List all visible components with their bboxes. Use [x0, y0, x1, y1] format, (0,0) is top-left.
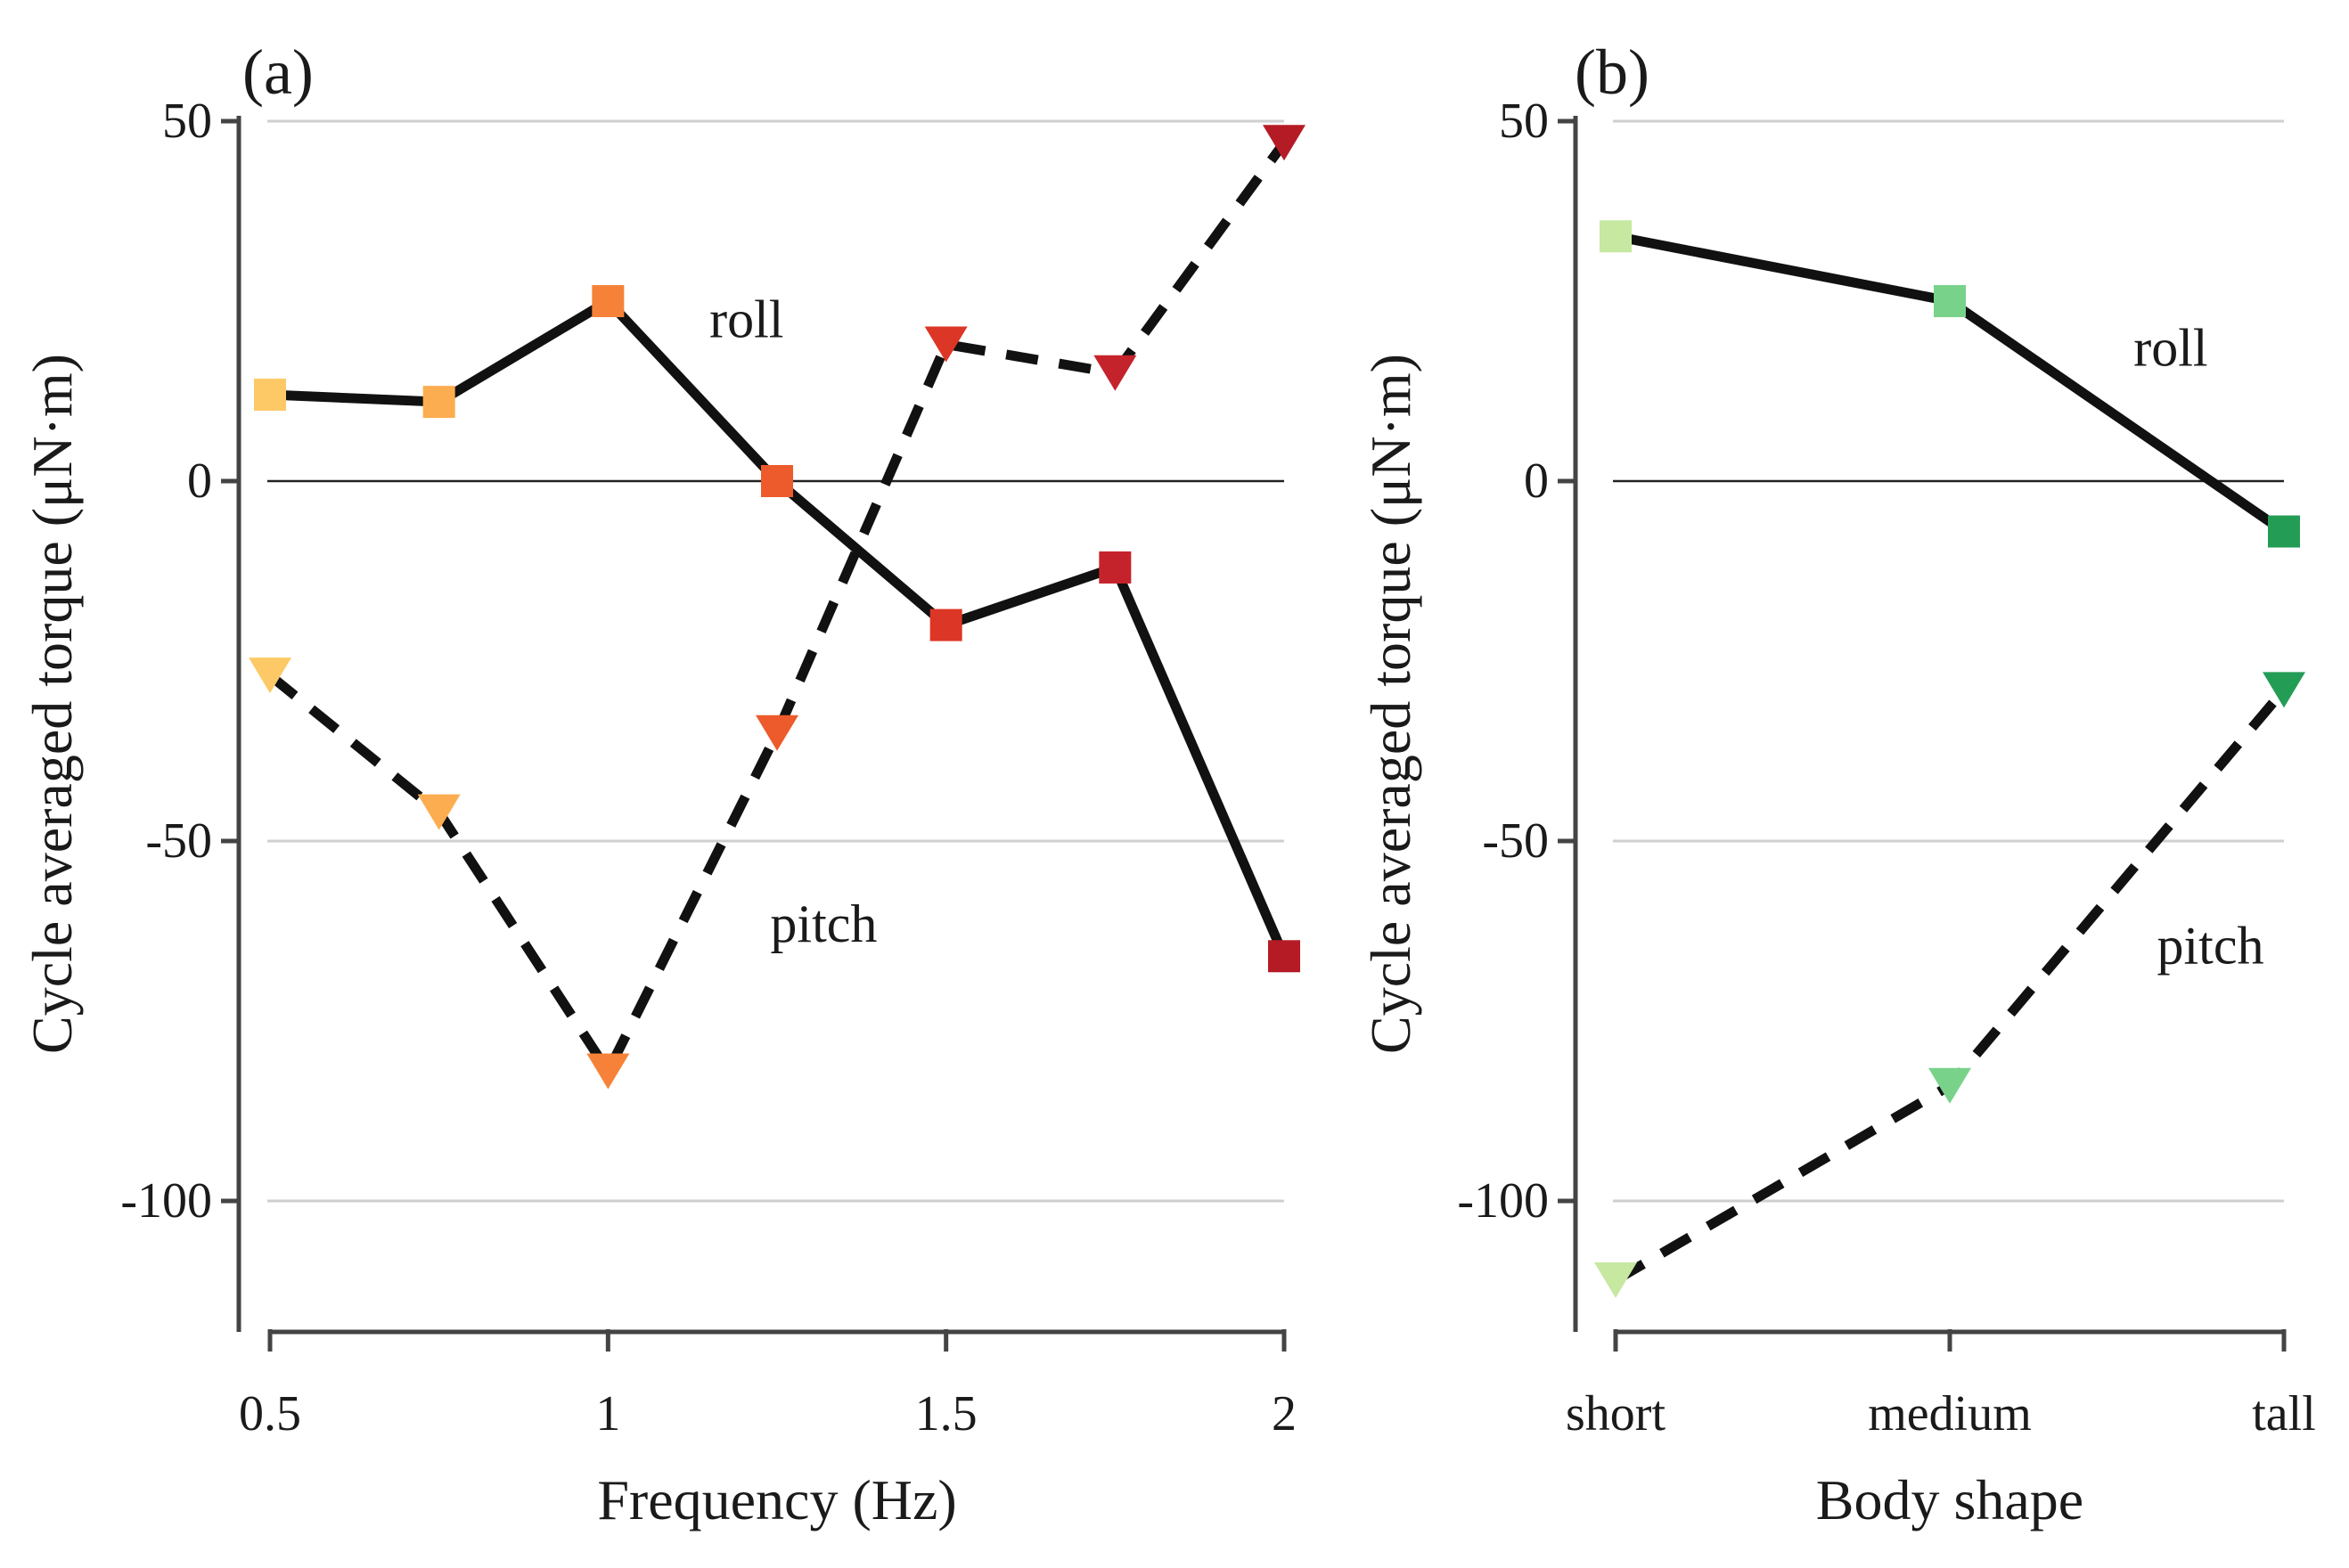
x-tick-label: medium	[1868, 1386, 2032, 1441]
marker-roll-3	[761, 465, 793, 497]
x-tick-label: 0.5	[239, 1386, 301, 1441]
marker-roll-0	[1600, 220, 1632, 253]
y-tick-label: 50	[162, 94, 212, 149]
x-tick-label: 2	[1272, 1386, 1297, 1441]
marker-roll-4	[929, 608, 962, 641]
marker-roll-5	[1099, 551, 1132, 584]
panel-b: 50 0 -50 -100 short medium tall Body shape Cycle…	[1359, 37, 2316, 1531]
panel-a: 50 0 -50 -100 0.5 1 1.5 2 Frequency (Hz) Cycle av…	[20, 37, 1305, 1531]
y-tick-label: 0	[1524, 453, 1549, 509]
marker-pitch-0	[249, 657, 291, 694]
marker-roll-0	[254, 379, 286, 412]
y-axis-label: Cycle averaged torque (μN·m)	[20, 354, 84, 1054]
marker-pitch-1	[1928, 1067, 1971, 1104]
series-line-roll	[269, 295, 1289, 959]
marker-pitch-2	[2263, 672, 2305, 708]
y-axis-label: Cycle averaged torque (μN·m)	[1359, 354, 1422, 1054]
annotation-pitch: pitch	[2157, 916, 2264, 975]
y-tick-label: -100	[120, 1173, 212, 1229]
marker-roll-6	[1268, 940, 1300, 973]
annotation-roll: roll	[2133, 319, 2207, 378]
x-tick-label: tall	[2252, 1386, 2316, 1441]
marker-pitch-4	[924, 326, 968, 363]
series-line-pitch	[1613, 686, 2288, 1285]
marker-pitch-0	[1594, 1262, 1637, 1298]
marker-pitch-5	[1093, 355, 1137, 391]
marker-roll-1	[422, 386, 455, 419]
panel-label: (b)	[1575, 37, 1649, 108]
x-tick-label: 1.5	[915, 1386, 978, 1441]
panel-label: (a)	[242, 37, 314, 108]
marker-roll-2	[592, 285, 625, 317]
annotation-pitch: pitch	[770, 894, 877, 953]
x-axis-label: Frequency (Hz)	[597, 1468, 956, 1531]
y-tick-label: 0	[187, 453, 212, 509]
marker-pitch-3	[756, 715, 798, 751]
y-tick-label: 50	[1499, 94, 1549, 149]
y-tick-label: -50	[145, 813, 212, 869]
y-tick-label: -100	[1457, 1173, 1549, 1229]
annotation-roll: roll	[709, 290, 783, 348]
x-axis-label: Body shape	[1816, 1468, 2083, 1531]
marker-pitch-1	[417, 794, 461, 830]
series-line-roll	[1614, 231, 2288, 536]
y-tick-label: -50	[1482, 813, 1549, 869]
marker-pitch-2	[586, 1053, 630, 1090]
marker-roll-1	[1934, 285, 1966, 317]
x-tick-label: 1	[595, 1386, 620, 1441]
marker-roll-2	[2268, 515, 2300, 548]
marker-pitch-6	[1263, 125, 1305, 161]
x-tick-label: short	[1566, 1386, 1666, 1441]
